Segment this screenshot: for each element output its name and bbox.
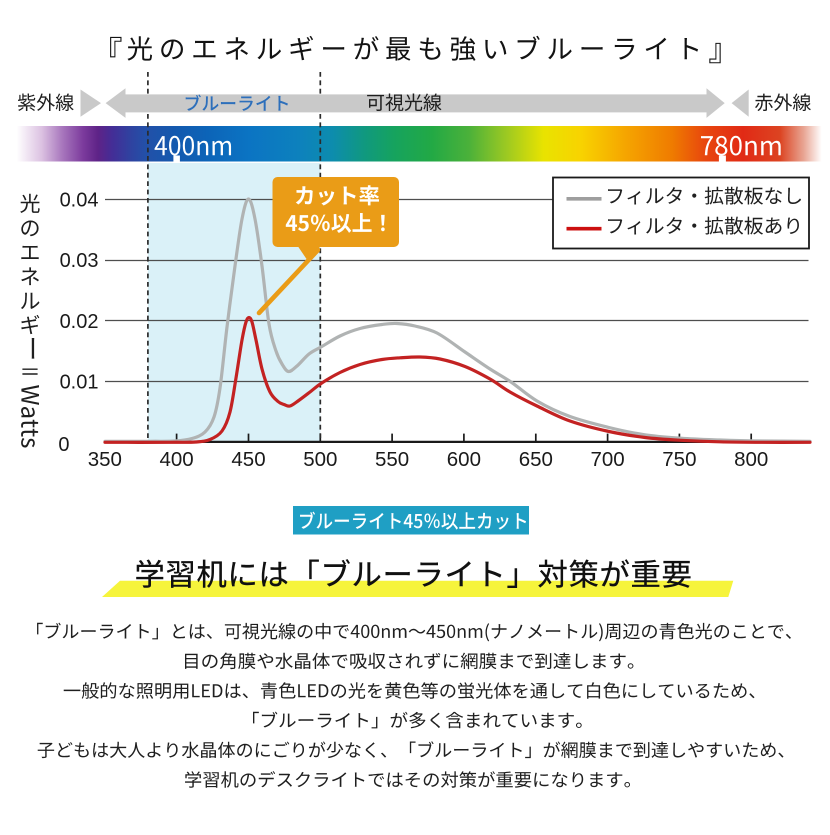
svg-text:400: 400 xyxy=(159,448,193,471)
svg-text:600: 600 xyxy=(447,448,481,471)
svg-text:700: 700 xyxy=(590,448,624,471)
svg-text:800: 800 xyxy=(734,448,768,471)
svg-text:450: 450 xyxy=(231,448,265,471)
svg-text:0.03: 0.03 xyxy=(60,250,99,272)
svg-text:650: 650 xyxy=(519,448,553,471)
svg-text:0.01: 0.01 xyxy=(60,372,99,394)
svg-text:500: 500 xyxy=(303,448,337,471)
svg-text:550: 550 xyxy=(375,448,409,471)
svg-text:0.04: 0.04 xyxy=(60,190,99,212)
svg-text:750: 750 xyxy=(662,448,696,471)
svg-text:0.02: 0.02 xyxy=(60,311,99,333)
svg-text:0: 0 xyxy=(58,434,69,456)
svg-text:350: 350 xyxy=(88,448,122,471)
